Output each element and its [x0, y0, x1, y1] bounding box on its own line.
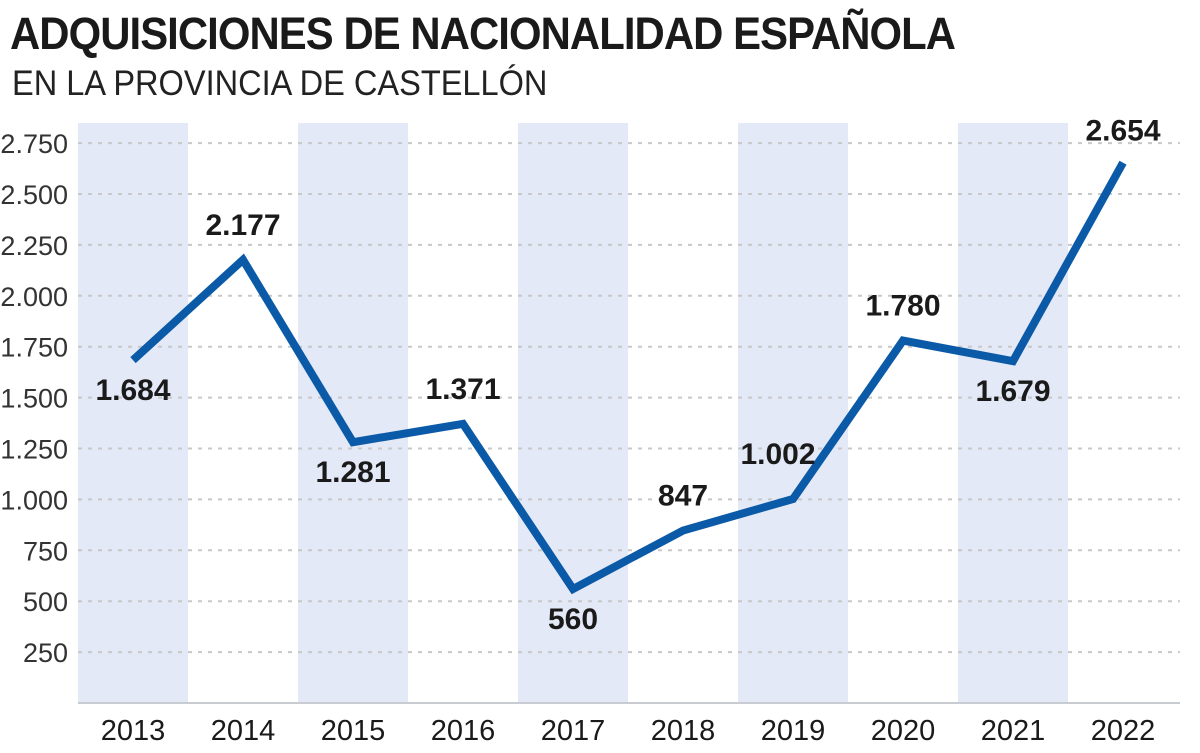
column-band	[958, 123, 1068, 703]
x-tick-label: 2022	[1091, 715, 1156, 747]
data-line	[130, 160, 1127, 595]
data-label: 2.654	[1085, 115, 1160, 148]
column-band	[78, 123, 188, 703]
data-label: 1.679	[975, 375, 1050, 408]
y-tick-label: 1.500	[0, 384, 68, 414]
x-tick-label: 2018	[651, 715, 716, 747]
y-tick-label: 1.750	[0, 333, 68, 363]
x-tick-label: 2015	[321, 715, 386, 747]
x-tick-label: 2017	[541, 715, 606, 747]
chart-subtitle: EN LA PROVINCIA DE CASTELLÓN	[12, 64, 548, 103]
data-label: 560	[548, 603, 598, 636]
data-label: 1.371	[425, 373, 500, 406]
y-tick-label: 250	[23, 638, 68, 668]
y-tick-label: 2.250	[0, 231, 68, 261]
data-label: 1.281	[315, 456, 390, 489]
column-band	[518, 123, 628, 703]
x-tick-label: 2013	[101, 715, 166, 747]
x-tick-label: 2019	[761, 715, 826, 747]
y-tick-label: 2.750	[0, 129, 68, 159]
y-tick-label: 1.250	[0, 435, 68, 465]
x-tick-label: 2016	[431, 715, 496, 747]
data-label: 1.684	[95, 374, 170, 407]
chart-title: ADQUISICIONES DE NACIONALIDAD ESPAÑOLA	[10, 8, 956, 59]
data-label: 1.780	[865, 290, 940, 323]
x-tick-label: 2014	[211, 715, 276, 747]
data-label: 847	[658, 480, 708, 513]
y-tick-label: 2.000	[0, 282, 68, 312]
y-tick-label: 750	[23, 536, 68, 566]
y-tick-label: 500	[23, 587, 68, 617]
y-tick-label: 2.500	[0, 180, 68, 210]
x-tick-label: 2020	[871, 715, 936, 747]
x-tick-label: 2021	[981, 715, 1046, 747]
data-label: 1.002	[740, 438, 815, 471]
column-band	[738, 123, 848, 703]
data-label: 2.177	[205, 209, 280, 242]
y-tick-label: 1.000	[0, 485, 68, 515]
column-band	[298, 123, 408, 703]
